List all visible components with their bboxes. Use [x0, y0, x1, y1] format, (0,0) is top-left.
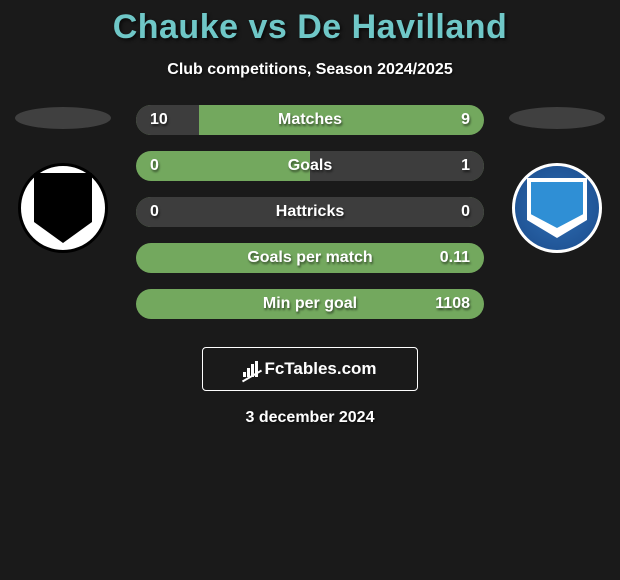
- brand-label: FcTables.com: [264, 359, 376, 379]
- stat-value-right: 1108: [435, 295, 470, 313]
- stat-value-left: 0: [150, 203, 159, 221]
- content-row: Matches 10 9 Goals 0 1 Hattricks 0 0 Goals per ma…: [0, 105, 620, 335]
- stat-label: Goals per match: [247, 249, 372, 267]
- stat-bars: Matches 10 9 Goals 0 1 Hattricks 0 0 Goals per ma…: [118, 105, 502, 335]
- left-flag-shadow: [15, 107, 111, 129]
- stat-label: Matches: [278, 111, 342, 129]
- stat-bar: Matches 10 9: [136, 105, 484, 135]
- left-team-column: [8, 105, 118, 253]
- stat-value-left: 0: [150, 157, 159, 175]
- stat-value-right: 0: [461, 203, 470, 221]
- right-team-crest-shield: [527, 178, 587, 238]
- stat-value-right: 0.11: [440, 249, 470, 267]
- stat-value-right: 9: [461, 111, 470, 129]
- right-team-crest: [512, 163, 602, 253]
- brand-badge: FcTables.com: [202, 347, 418, 391]
- stat-label: Min per goal: [263, 295, 357, 313]
- stat-bar: Min per goal 1108: [136, 289, 484, 319]
- right-team-column: [502, 105, 612, 253]
- page-title: Chauke vs De Havilland: [0, 0, 620, 47]
- stat-bar: Hattricks 0 0: [136, 197, 484, 227]
- comparison-card: Chauke vs De Havilland Club competitions…: [0, 0, 620, 427]
- left-team-crest-shield: [34, 173, 92, 243]
- stat-bar: Goals per match 0.11: [136, 243, 484, 273]
- stat-label: Hattricks: [276, 203, 344, 221]
- left-team-crest: [18, 163, 108, 253]
- chart-icon: [243, 361, 258, 377]
- right-flag-shadow: [509, 107, 605, 129]
- date-label: 3 december 2024: [0, 409, 620, 427]
- stat-label: Goals: [288, 157, 332, 175]
- stat-bar-right-fill: [310, 151, 484, 181]
- stat-value-right: 1: [461, 157, 470, 175]
- stat-value-left: 10: [150, 111, 168, 129]
- stat-bar: Goals 0 1: [136, 151, 484, 181]
- page-subtitle: Club competitions, Season 2024/2025: [0, 61, 620, 79]
